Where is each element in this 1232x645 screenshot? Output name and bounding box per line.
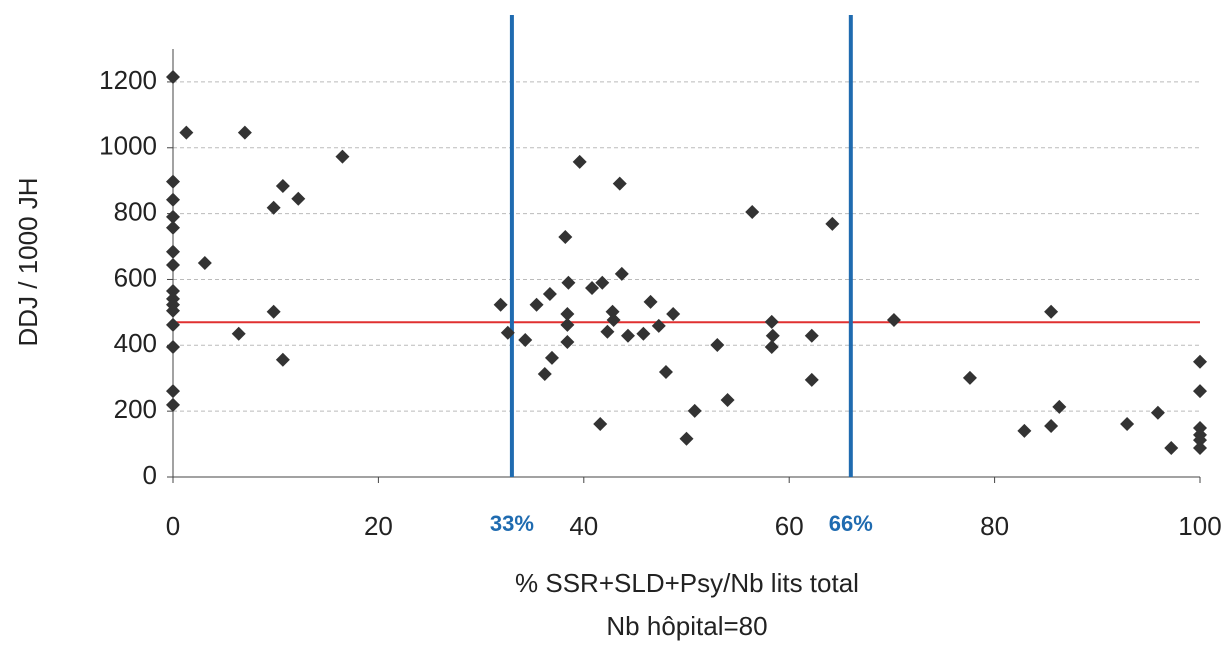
point <box>166 257 180 272</box>
point <box>275 352 290 367</box>
y-tick-label: 400 <box>114 328 157 358</box>
point <box>179 125 194 140</box>
point <box>658 364 673 379</box>
point <box>500 325 515 340</box>
point <box>561 275 576 290</box>
point <box>886 312 901 327</box>
point <box>197 256 212 270</box>
point <box>518 333 533 348</box>
point <box>237 125 252 140</box>
point <box>166 69 180 84</box>
point <box>651 318 666 333</box>
point <box>275 178 290 193</box>
point <box>765 328 780 343</box>
point <box>335 149 350 164</box>
point <box>605 304 620 319</box>
x-tick-label: 40 <box>569 511 598 541</box>
point <box>1044 304 1059 319</box>
point <box>266 200 281 215</box>
y-tick-label: 200 <box>114 394 157 424</box>
point <box>600 324 615 339</box>
point <box>231 326 246 341</box>
point <box>1164 441 1179 456</box>
point <box>572 154 587 169</box>
point <box>593 416 608 431</box>
point <box>166 174 180 189</box>
point <box>166 220 180 235</box>
point <box>962 370 977 385</box>
point <box>804 328 819 343</box>
point <box>679 431 694 446</box>
point <box>1044 418 1059 433</box>
point <box>166 384 180 399</box>
threshold-label: 66% <box>829 511 873 536</box>
x-tick-label: 80 <box>980 511 1009 541</box>
point <box>1193 441 1207 456</box>
y-tick-label: 1000 <box>99 131 157 161</box>
point <box>544 350 559 365</box>
point <box>166 244 180 259</box>
point <box>643 294 658 309</box>
point <box>764 314 779 329</box>
point <box>560 335 575 350</box>
point <box>614 266 629 281</box>
point <box>764 339 779 354</box>
note: Nb hôpital=80 <box>606 611 767 641</box>
point <box>560 317 575 332</box>
point <box>166 192 180 207</box>
point <box>542 286 557 301</box>
x-axis-label: % SSR+SLD+Psy/Nb lits total <box>515 568 859 598</box>
point <box>666 307 681 322</box>
y-tick-label: 600 <box>114 262 157 292</box>
threshold-label: 33% <box>490 511 534 536</box>
point <box>529 297 544 312</box>
point <box>558 229 573 244</box>
point <box>745 204 760 219</box>
x-tick-label: 60 <box>775 511 804 541</box>
point <box>1193 433 1207 448</box>
point <box>1150 405 1165 420</box>
point <box>595 275 610 290</box>
x-tick-label: 0 <box>166 511 180 541</box>
point <box>585 281 600 296</box>
point <box>620 328 635 343</box>
point <box>1193 384 1207 399</box>
point <box>166 397 180 412</box>
point <box>493 297 508 312</box>
point <box>560 307 575 322</box>
y-axis-label: DDJ / 1000 JH <box>13 177 43 346</box>
point <box>166 303 180 318</box>
point <box>606 312 621 327</box>
point <box>720 392 735 407</box>
point <box>804 372 819 387</box>
y-tick-label: 0 <box>143 460 157 490</box>
y-tick-label: 800 <box>114 196 157 226</box>
point <box>687 403 702 418</box>
point <box>166 283 180 298</box>
point <box>291 191 306 206</box>
point <box>166 209 180 224</box>
point <box>710 337 725 352</box>
point <box>1017 423 1032 438</box>
point <box>166 339 180 354</box>
x-tick-label: 100 <box>1178 511 1221 541</box>
point <box>612 176 627 191</box>
point <box>537 366 552 381</box>
point <box>1120 416 1135 431</box>
x-tick-label: 20 <box>364 511 393 541</box>
point <box>1052 399 1067 414</box>
point <box>1193 354 1207 369</box>
point <box>266 304 281 319</box>
y-tick-label: 1200 <box>99 65 157 95</box>
point <box>166 317 180 332</box>
point <box>825 216 840 231</box>
point <box>636 326 651 341</box>
